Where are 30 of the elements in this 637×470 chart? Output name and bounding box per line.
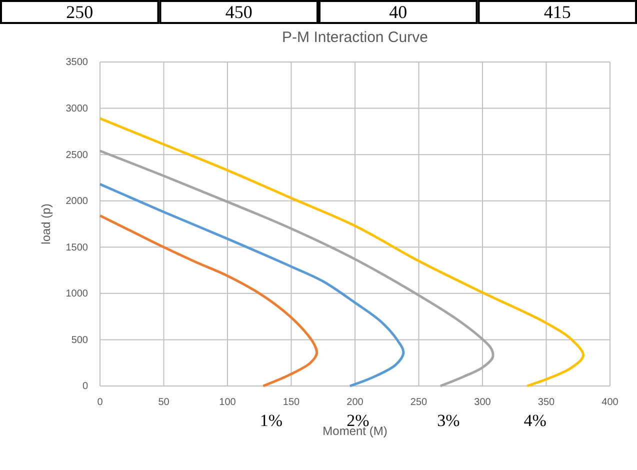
y-tick-label: 0 [82,381,88,392]
x-tick-label: 200 [346,397,364,408]
x-tick-label: 0 [97,397,104,408]
text: 415 [544,2,571,22]
text: 250 [66,2,94,22]
x-tick-label: 100 [219,397,236,408]
y-tick-label: 2500 [66,150,88,161]
x-tick-label: 300 [474,397,492,408]
x-tick-label: 50 [158,397,170,408]
x-tick-label: 250 [410,397,428,408]
x-tick-label: 350 [538,397,556,408]
y-tick-label: 1000 [66,288,88,300]
series-label: 4% [524,411,546,430]
series-label: 3% [437,411,460,430]
line-series [98,214,318,388]
line-series [98,117,584,388]
x-tick-label: 150 [282,397,300,408]
text: 450 [225,2,252,22]
y-axis-title: load (p) [39,204,53,244]
y-tick-label: 3500 [66,57,88,68]
series-label: 1% [260,411,283,430]
y-tick-label: 2000 [66,196,88,208]
y-tick-label: 500 [71,334,88,346]
line-series [98,182,405,388]
chart-title: P-M Interaction Curve [282,29,428,46]
y-tick-label: 1500 [66,242,88,254]
text: 40 [389,2,408,22]
line-series [98,150,494,388]
x-tick-label: 400 [602,397,619,408]
y-tick-label: 3000 [66,103,88,114]
